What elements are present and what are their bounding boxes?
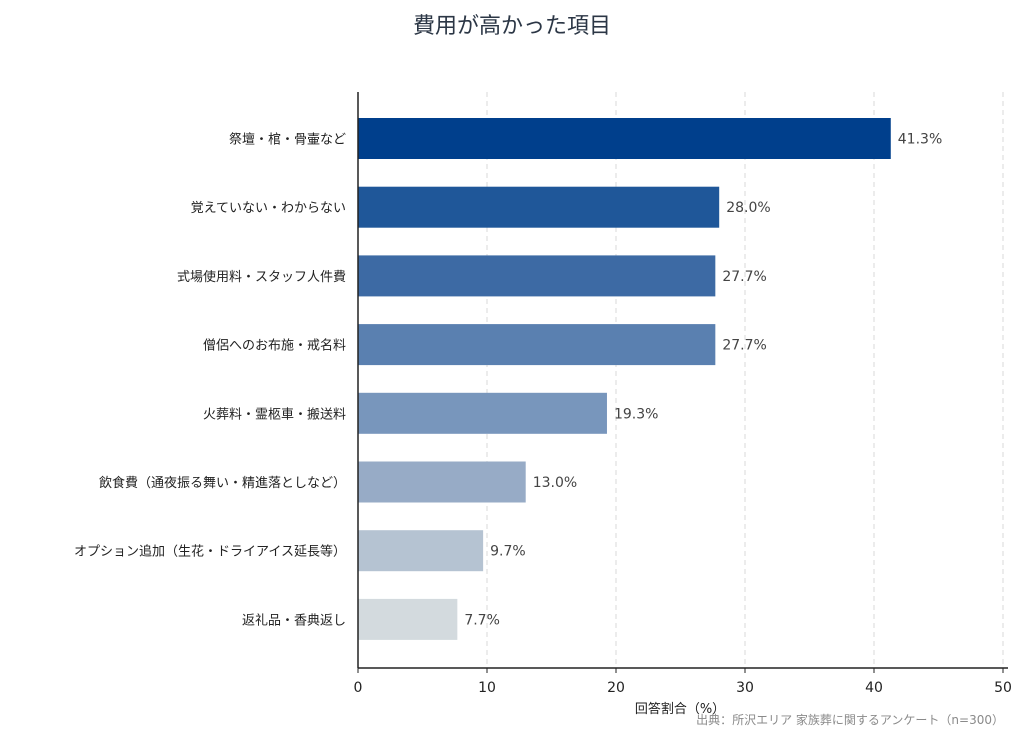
bar	[358, 461, 526, 503]
value-label: 13.0%	[533, 475, 577, 491]
category-label: 式場使用料・スタッフ人件費	[177, 269, 346, 285]
x-tick-label: 50	[994, 680, 1012, 696]
x-tick-label: 30	[736, 680, 754, 696]
value-label: 19.3%	[614, 406, 658, 422]
x-axis-label: 回答割合（%）	[635, 701, 725, 717]
bar	[358, 598, 458, 640]
category-label: 飲食費（通夜振る舞い・精進落としなど）	[99, 475, 346, 491]
value-label: 41.3%	[898, 132, 942, 148]
category-label: 返礼品・香典返し	[242, 612, 346, 628]
category-label: 火葬料・霊柩車・搬送料	[203, 407, 346, 422]
category-labels: 祭壇・棺・骨壷など覚えていない・わからない式場使用料・スタッフ人件費僧侶へのお布…	[74, 132, 346, 629]
axes: 0 10 20 30 40 50	[354, 92, 1012, 696]
bar	[358, 530, 484, 572]
category-label: 祭壇・棺・骨壷など	[229, 132, 346, 148]
x-tick-label: 10	[478, 680, 496, 696]
value-label: 27.7%	[722, 269, 766, 285]
category-label: 僧侶へのお布施・戒名料	[203, 338, 346, 354]
bar	[358, 324, 716, 366]
value-label: 27.7%	[722, 338, 766, 354]
bar	[358, 255, 716, 297]
grid-lines	[486, 92, 1004, 668]
x-tick-label: 40	[865, 680, 883, 696]
x-tick-label: 20	[607, 680, 625, 696]
bars	[358, 118, 891, 640]
source-note: 出典：所沢エリア 家族葬に関するアンケート（n=300）	[696, 713, 1004, 727]
value-label: 28.0%	[726, 200, 770, 216]
value-label: 7.7%	[464, 612, 500, 628]
category-label: 覚えていない・わからない	[191, 201, 346, 216]
x-tick-label: 0	[354, 680, 363, 696]
chart-title: 費用が高かった項目	[412, 14, 611, 39]
bar	[358, 392, 607, 434]
value-label: 9.7%	[490, 544, 526, 560]
bar	[358, 186, 720, 228]
bar	[358, 118, 891, 159]
category-label: オプション追加（生花・ドライアイス延長等）	[74, 544, 346, 560]
value-labels: 41.3% 28.0% 27.7% 27.7% 19.3% 13.0% 9.7% 7.7%	[464, 132, 942, 629]
